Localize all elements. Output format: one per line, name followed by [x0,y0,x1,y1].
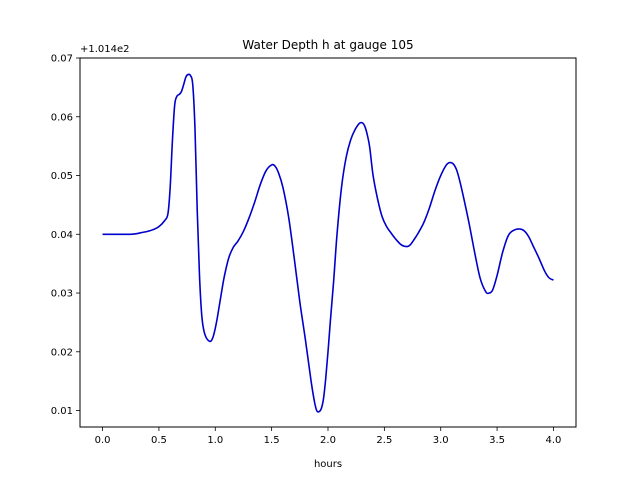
y-tick-label: 0.05 [51,171,73,182]
y-axis-offset-text: +1.014e2 [80,44,130,55]
x-tick-label: 3.5 [489,435,505,446]
x-tick-label: 0.0 [95,435,111,446]
y-tick-label: 0.04 [51,230,73,241]
y-tick-label: 0.06 [51,112,73,123]
x-tick-label: 2.0 [320,435,336,446]
x-tick-label: 0.5 [151,435,167,446]
y-tick-label: 0.02 [51,347,73,358]
x-tick-label: 1.0 [207,435,223,446]
x-tick-label: 2.5 [376,435,392,446]
y-tick-label: 0.01 [51,406,73,417]
x-tick-label: 1.5 [264,435,280,446]
x-axis-label: hours [314,459,342,470]
y-tick-label: 0.03 [51,289,73,300]
x-tick-label: 4.0 [546,435,562,446]
series-line [102,73,554,413]
y-axis-ticks: 0.01 0.02 0.03 0.04 0.05 0.06 0.07 [51,54,80,417]
y-tick-label: 0.07 [51,54,73,65]
chart-title: Water Depth h at gauge 105 [242,38,413,52]
x-tick-label: 3.0 [433,435,449,446]
x-axis-ticks: 0.0 0.5 1.0 1.5 2.0 2.5 3.0 3.5 4.0 [95,427,562,446]
plot-frame [79,57,577,428]
